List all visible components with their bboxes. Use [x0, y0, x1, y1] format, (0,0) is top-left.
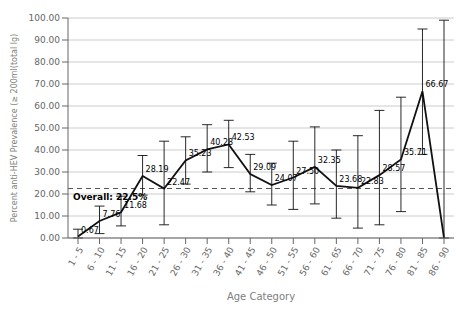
svg-text:86 - 90: 86 - 90 — [427, 245, 452, 278]
svg-text:66 - 70: 66 - 70 — [340, 245, 366, 278]
svg-text:21 - 25: 21 - 25 — [146, 245, 172, 278]
svg-text:81 - 85: 81 - 85 — [405, 245, 430, 278]
svg-text:Overall: 22.5%: Overall: 22.5% — [73, 191, 148, 202]
svg-text:27.50: 27.50 — [296, 167, 319, 176]
svg-text:0.00: 0.00 — [40, 233, 60, 243]
svg-text:70.00: 70.00 — [34, 79, 60, 89]
svg-text:24.07: 24.07 — [275, 174, 298, 183]
svg-text:Age Category: Age Category — [227, 291, 295, 302]
svg-text:30.00: 30.00 — [34, 167, 60, 177]
svg-text:36 - 40: 36 - 40 — [211, 245, 236, 278]
svg-text:6 - 10: 6 - 10 — [85, 245, 107, 273]
svg-text:46 - 50: 46 - 50 — [254, 245, 279, 278]
svg-text:76 - 80: 76 - 80 — [383, 245, 409, 278]
svg-text:61 - 65: 61 - 65 — [319, 245, 344, 278]
svg-text:Percent anti-HEV Prevalence (≥: Percent anti-HEV Prevalence (≥ 200ml(tot… — [10, 34, 19, 222]
svg-text:56 - 60: 56 - 60 — [297, 245, 323, 278]
svg-text:28.19: 28.19 — [146, 165, 169, 174]
svg-text:23.68: 23.68 — [339, 175, 362, 184]
svg-text:66.67: 66.67 — [425, 80, 448, 89]
svg-text:28.57: 28.57 — [382, 164, 405, 173]
svg-text:80.00: 80.00 — [34, 57, 60, 67]
svg-text:20.00: 20.00 — [34, 189, 60, 199]
svg-text:11 - 15: 11 - 15 — [103, 245, 129, 278]
svg-text:26 - 30: 26 - 30 — [168, 245, 193, 278]
svg-text:7.76: 7.76 — [103, 210, 121, 219]
svg-text:1 - 5: 1 - 5 — [66, 245, 85, 268]
svg-text:32.35: 32.35 — [318, 156, 341, 165]
svg-text:71 - 75: 71 - 75 — [362, 245, 387, 278]
svg-text:0.67: 0.67 — [81, 226, 99, 235]
svg-text:51 - 55: 51 - 55 — [276, 245, 301, 278]
svg-text:16 - 20: 16 - 20 — [125, 245, 150, 278]
svg-text:40.00: 40.00 — [34, 145, 60, 155]
svg-text:100.00: 100.00 — [29, 13, 61, 23]
svg-text:40.28: 40.28 — [210, 138, 233, 147]
svg-text:10.00: 10.00 — [34, 211, 60, 221]
svg-text:35.71: 35.71 — [404, 148, 427, 157]
svg-text:60.00: 60.00 — [34, 101, 60, 111]
svg-text:31 - 35: 31 - 35 — [189, 245, 215, 278]
svg-text:35.23: 35.23 — [189, 149, 212, 158]
svg-text:50.00: 50.00 — [34, 123, 60, 133]
svg-text:22.83: 22.83 — [361, 177, 384, 186]
svg-text:29.09: 29.09 — [253, 163, 276, 172]
svg-text:42.53: 42.53 — [232, 133, 255, 142]
svg-text:41 - 45: 41 - 45 — [232, 245, 258, 278]
svg-text:11.68: 11.68 — [124, 201, 147, 210]
svg-text:22.47: 22.47 — [167, 178, 190, 187]
svg-text:90.00: 90.00 — [34, 35, 60, 45]
